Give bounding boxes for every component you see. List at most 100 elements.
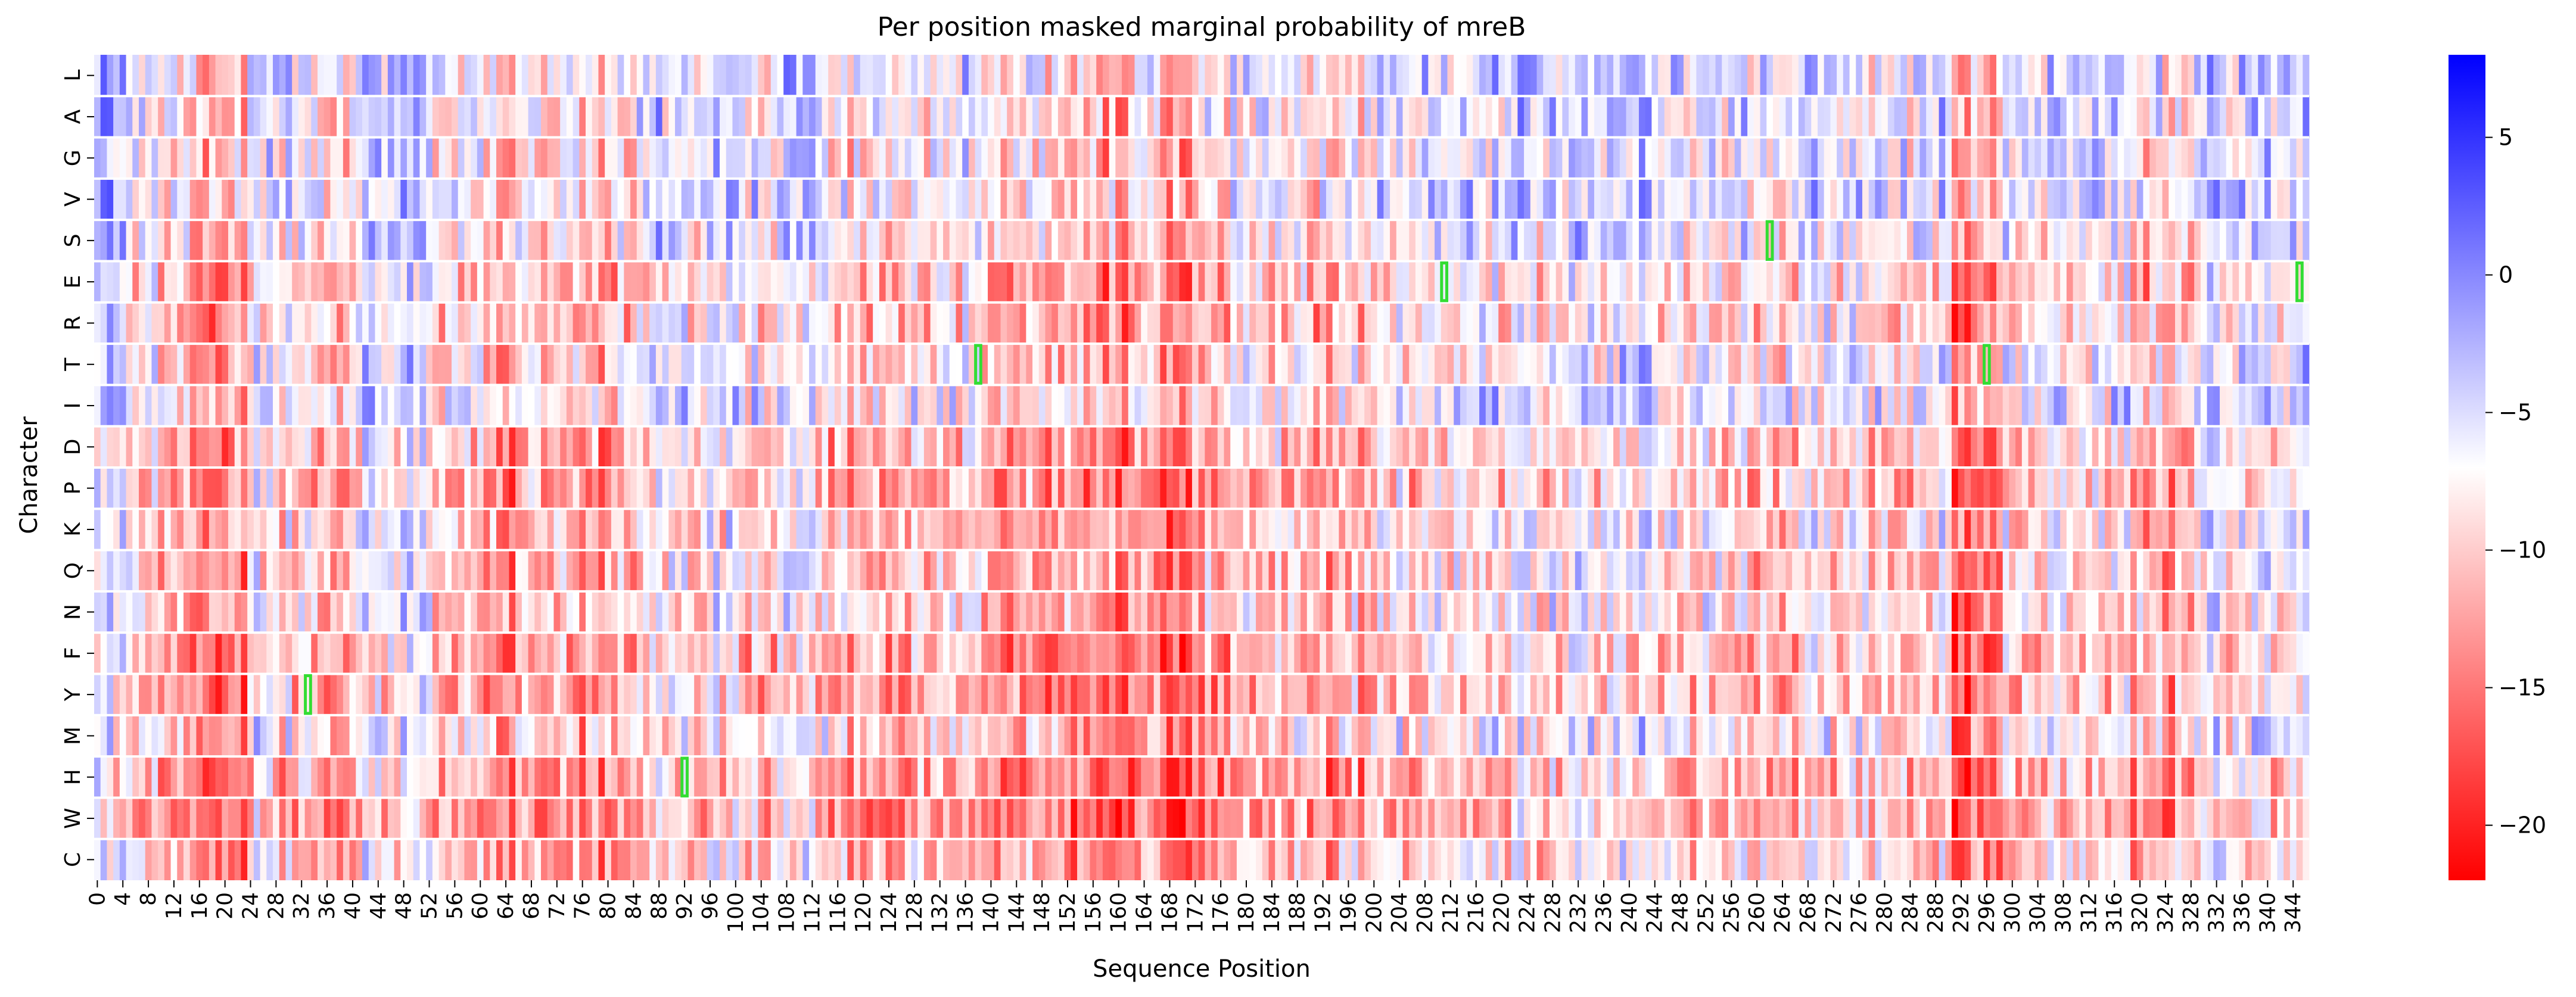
heatmap-cell xyxy=(1645,468,1652,509)
heatmap-cell xyxy=(751,220,758,261)
heatmap-cell xyxy=(279,137,286,179)
heatmap-cell xyxy=(1147,756,1155,798)
heatmap-cell xyxy=(203,261,210,303)
heatmap-cell xyxy=(573,344,580,385)
heatmap-cell xyxy=(228,839,235,880)
heatmap-cell xyxy=(962,674,969,715)
heatmap-cell xyxy=(898,797,906,839)
heatmap-cell xyxy=(477,344,484,385)
heatmap-cell xyxy=(107,55,114,96)
heatmap-cell xyxy=(260,797,267,839)
heatmap-cell xyxy=(311,633,318,674)
heatmap-cell xyxy=(1332,137,1339,179)
heatmap-cell xyxy=(975,96,982,138)
heatmap-cell xyxy=(598,55,605,96)
heatmap-cell xyxy=(1224,220,1231,261)
heatmap-cell xyxy=(1670,137,1678,179)
heatmap-cell xyxy=(445,385,452,426)
heatmap-cell xyxy=(260,261,267,303)
heatmap-cell xyxy=(636,55,643,96)
heatmap-cell xyxy=(873,344,880,385)
heatmap-cell xyxy=(1281,468,1289,509)
heatmap-cell xyxy=(381,468,388,509)
heatmap-cell xyxy=(1326,385,1333,426)
heatmap-cell xyxy=(1007,715,1014,757)
heatmap-cell xyxy=(668,96,676,138)
heatmap-cell xyxy=(764,344,771,385)
heatmap-cell xyxy=(592,839,599,880)
heatmap-cell xyxy=(911,96,918,138)
heatmap-cell xyxy=(815,468,822,509)
heatmap-cell xyxy=(605,550,612,591)
heatmap-cell xyxy=(917,674,925,715)
heatmap-cell xyxy=(196,550,203,591)
heatmap-cell xyxy=(668,797,676,839)
heatmap-cell xyxy=(1524,137,1531,179)
heatmap-cell xyxy=(1383,550,1390,591)
heatmap-cell xyxy=(1511,633,1518,674)
heatmap-cell xyxy=(1441,137,1448,179)
heatmap-cell xyxy=(1370,344,1378,385)
heatmap-cell xyxy=(573,468,580,509)
heatmap-cell xyxy=(1013,96,1021,138)
heatmap-cell xyxy=(164,220,171,261)
heatmap-cell xyxy=(1345,426,1352,468)
heatmap-cell xyxy=(1205,756,1212,798)
heatmap-cell xyxy=(668,302,676,344)
heatmap-cell xyxy=(1243,137,1250,179)
heatmap-cell xyxy=(796,344,803,385)
heatmap-cell xyxy=(222,839,229,880)
heatmap-cell xyxy=(1600,756,1607,798)
heatmap-cell xyxy=(553,220,561,261)
heatmap-cell xyxy=(1511,468,1518,509)
heatmap-cell xyxy=(1332,633,1339,674)
heatmap-cell xyxy=(541,550,548,591)
heatmap-cell xyxy=(758,96,765,138)
heatmap-cell xyxy=(783,426,791,468)
heatmap-cell xyxy=(1071,385,1078,426)
heatmap-cell xyxy=(1198,509,1205,550)
heatmap-cell xyxy=(1339,302,1346,344)
heatmap-cell xyxy=(579,468,586,509)
heatmap-cell xyxy=(1243,756,1250,798)
heatmap-cell xyxy=(828,302,835,344)
heatmap-cell xyxy=(490,344,497,385)
heatmap-cell xyxy=(145,96,152,138)
heatmap-cell xyxy=(1339,756,1346,798)
heatmap-cell xyxy=(1619,96,1626,138)
heatmap-cell xyxy=(292,715,299,757)
heatmap-cell xyxy=(234,96,241,138)
heatmap-cell xyxy=(1045,550,1052,591)
heatmap-cell xyxy=(241,178,248,220)
heatmap-cell xyxy=(968,797,976,839)
heatmap-cell xyxy=(477,426,484,468)
heatmap-cell xyxy=(426,178,433,220)
heatmap-cell xyxy=(311,839,318,880)
heatmap-cell xyxy=(1294,633,1301,674)
heatmap-cell xyxy=(1134,797,1141,839)
heatmap-cell xyxy=(375,385,382,426)
heatmap-cell xyxy=(822,550,829,591)
heatmap-cell xyxy=(1128,797,1135,839)
heatmap-cell xyxy=(158,344,165,385)
heatmap-cell xyxy=(1186,715,1193,757)
heatmap-cell xyxy=(937,550,944,591)
heatmap-cell xyxy=(419,550,427,591)
heatmap-cell xyxy=(923,633,931,674)
heatmap-cell xyxy=(988,633,995,674)
heatmap-cell xyxy=(279,839,286,880)
heatmap-cell xyxy=(1421,509,1429,550)
heatmap-cell xyxy=(802,178,810,220)
heatmap-cell xyxy=(330,137,337,179)
heatmap-cell xyxy=(668,385,676,426)
heatmap-cell xyxy=(126,385,133,426)
heatmap-cell xyxy=(700,674,708,715)
heatmap-cell xyxy=(445,302,452,344)
heatmap-cell xyxy=(694,178,701,220)
heatmap-cell xyxy=(566,55,573,96)
heatmap-cell xyxy=(1051,385,1059,426)
heatmap-cell xyxy=(1141,426,1148,468)
heatmap-cell xyxy=(183,220,191,261)
heatmap-cell xyxy=(1179,261,1186,303)
heatmap-cell xyxy=(432,839,439,880)
